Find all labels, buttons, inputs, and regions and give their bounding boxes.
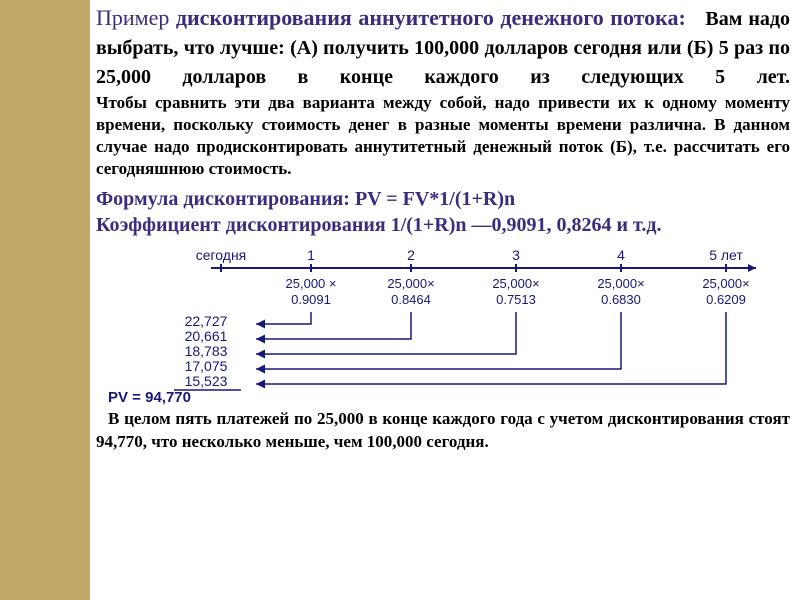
discount-arrow: [256, 312, 726, 384]
multiplier-bot: 0.6209: [706, 292, 746, 307]
content-area: Пример дисконтирования аннуитетного дене…: [90, 0, 800, 600]
result-value: 17,075: [185, 358, 228, 374]
timeline-label: 1: [307, 247, 315, 263]
title-line: Пример дисконтирования аннуитетного дене…: [96, 3, 790, 90]
timeline-label: 4: [617, 247, 625, 263]
multiplier-bot: 0.8464: [391, 292, 431, 307]
formula-line-2: Коэффициент дисконтирования 1/(1+R)n —0,…: [96, 212, 790, 238]
timeline-label: 3: [512, 247, 520, 263]
multiplier-bot: 0.9091: [291, 292, 331, 307]
result-value: 15,523: [185, 373, 228, 389]
timeline-label: 2: [407, 247, 415, 263]
title-main: дисконтирования аннуитетного денежного п…: [176, 5, 686, 30]
result-value: 18,783: [185, 343, 228, 359]
discount-arrow: [256, 312, 411, 339]
pv-total: PV = 94,770: [108, 389, 191, 406]
explanation-paragraph: Чтобы сравнить эти два варианта между со…: [96, 92, 790, 180]
sidebar-stripe: [0, 0, 90, 600]
discount-arrow: [256, 312, 311, 324]
multiplier-top: 25,000×: [597, 276, 644, 291]
title-intro: Пример: [96, 5, 169, 30]
result-value: 20,661: [185, 328, 228, 344]
multiplier-top: 25,000×: [702, 276, 749, 291]
page: Пример дисконтирования аннуитетного дене…: [0, 0, 800, 600]
formula-block: Формула дисконтирования: PV = FV*1/(1+R)…: [96, 186, 790, 238]
formula-line-1: Формула дисконтирования: PV = FV*1/(1+R)…: [96, 186, 790, 212]
multiplier-top: 25,000×: [492, 276, 539, 291]
timeline-diagram: сегодня12345 лет25,000 ×0.909125,000×0.8…: [96, 240, 786, 408]
multiplier-bot: 0.6830: [601, 292, 641, 307]
conclusion-paragraph: В целом пять платежей по 25,000 в конце …: [96, 408, 790, 452]
timeline-label: 5 лет: [709, 247, 743, 263]
result-value: 22,727: [185, 313, 228, 329]
multiplier-top: 25,000×: [387, 276, 434, 291]
multiplier-top: 25,000 ×: [286, 276, 337, 291]
multiplier-bot: 0.7513: [496, 292, 536, 307]
discount-arrow: [256, 312, 516, 354]
timeline-label: сегодня: [196, 247, 247, 263]
